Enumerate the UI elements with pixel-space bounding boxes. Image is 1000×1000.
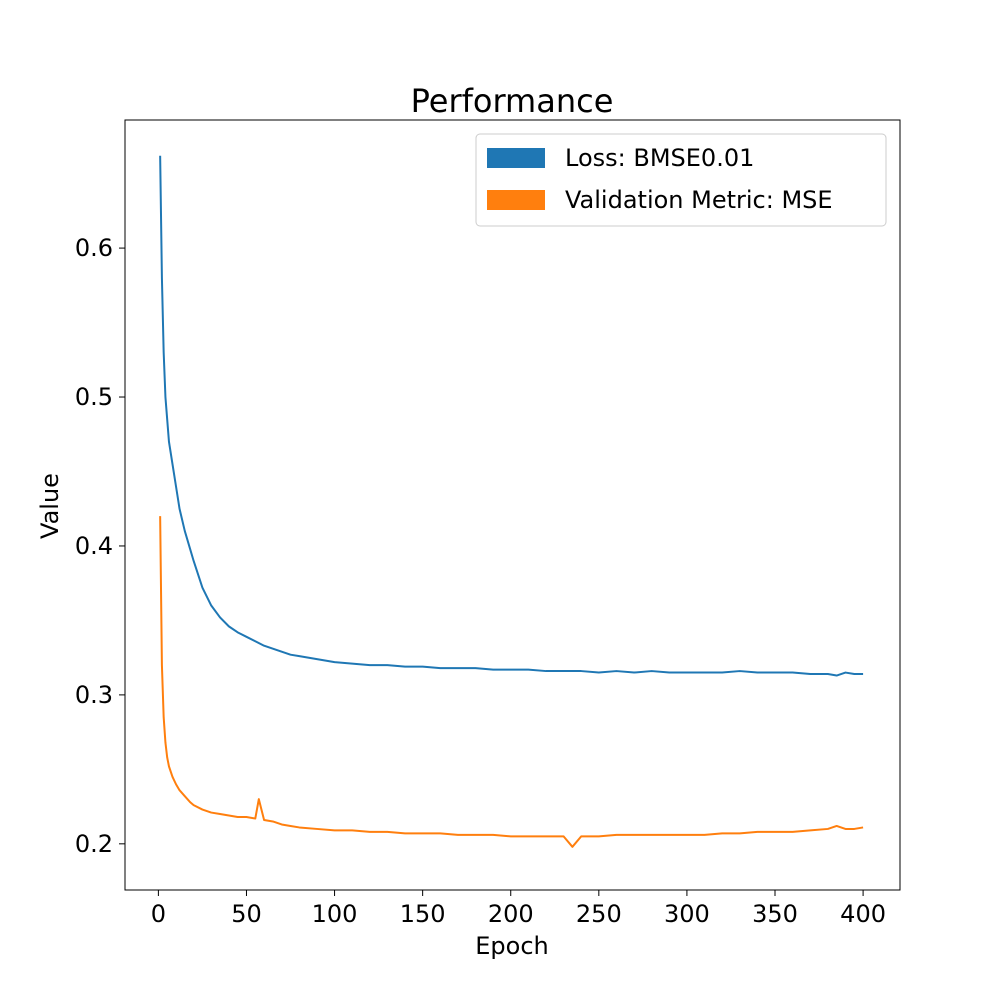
- series-layer: [159, 155, 864, 848]
- legend-label-loss: Loss: BMSE0.01: [565, 144, 754, 172]
- x-tick-label: 100: [312, 900, 358, 928]
- legend-frame: [475, 133, 887, 227]
- x-tick-label: 150: [400, 900, 446, 928]
- y-tick-label: 0.6: [75, 234, 113, 262]
- x-tick-label: 350: [752, 900, 798, 928]
- x-tick-label: 200: [488, 900, 534, 928]
- y-tick-label: 0.5: [75, 383, 113, 411]
- y-axis-label: Value: [36, 473, 64, 539]
- chart-title: Performance: [411, 82, 614, 120]
- x-axis-label: Epoch: [475, 932, 549, 960]
- y-tick-label: 0.2: [75, 830, 113, 858]
- legend-swatch-loss: [487, 148, 545, 168]
- legend-swatch-validation: [487, 190, 545, 210]
- legend: Loss: BMSE0.01 Validation Metric: MSE: [475, 133, 887, 227]
- y-axis: 0.2 0.3 0.4 0.5 0.6: [75, 234, 125, 858]
- series-line-0: [159, 155, 864, 677]
- y-tick-label: 0.4: [75, 532, 113, 560]
- y-tick-label: 0.3: [75, 681, 113, 709]
- series-line-1: [159, 516, 864, 848]
- x-tick-label: 50: [231, 900, 262, 928]
- x-tick-label: 250: [576, 900, 622, 928]
- x-tick-label: 400: [840, 900, 886, 928]
- legend-label-validation: Validation Metric: MSE: [565, 186, 833, 214]
- x-axis: 0 50 100 150 200 250 300 350 400: [151, 890, 886, 928]
- plot-frame: [124, 119, 901, 891]
- x-tick-label: 300: [664, 900, 710, 928]
- x-tick-label: 0: [151, 900, 166, 928]
